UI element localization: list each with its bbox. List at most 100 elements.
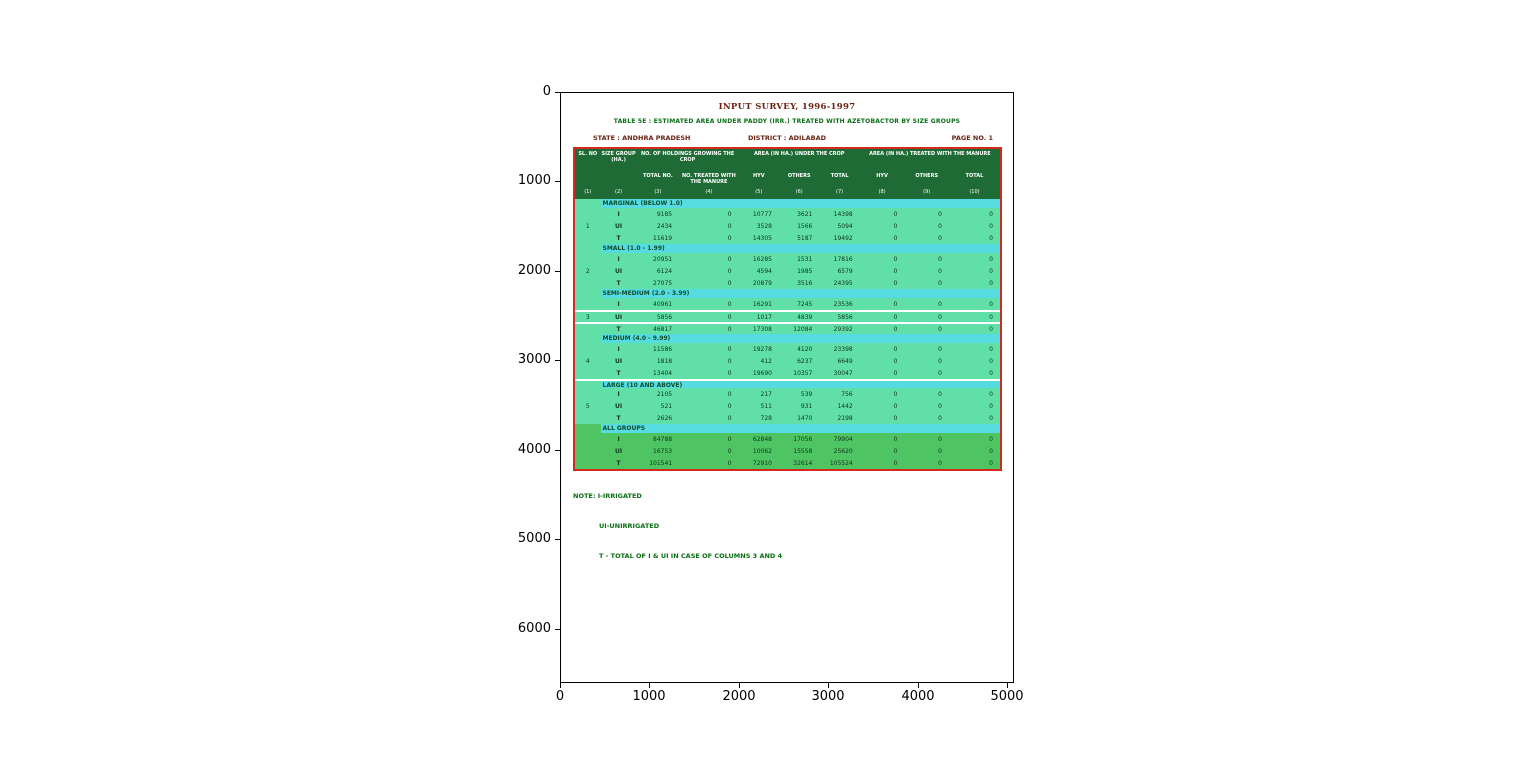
cell-value: 17056 [793, 435, 813, 443]
cell-value: 25620 [833, 447, 853, 455]
cell-value: 0 [938, 435, 942, 443]
col-header-others: OTHERS [787, 173, 811, 179]
x-tick-label: 5000 [990, 689, 1024, 704]
cell-value: 1531 [797, 255, 813, 263]
cell-value: 412 [760, 357, 772, 365]
size-group-band: ALL GROUPS [575, 424, 1000, 433]
table-row: T 2626 0 728 1470 2198 0 0 0 [575, 412, 1000, 424]
y-tick-mark [555, 181, 560, 182]
col-number: (1) [584, 189, 592, 195]
cell-value: 728 [760, 414, 772, 422]
size-group-band: LARGE (10 AND ABOVE) [575, 379, 1000, 388]
x-tick-label: 0 [555, 689, 565, 704]
cell-value: 84788 [653, 435, 673, 443]
table-row: T 11619 0 14305 5187 19492 0 0 0 [575, 232, 1000, 244]
col-header-others: OTHERS [915, 173, 939, 179]
cell-value: 0 [938, 390, 942, 398]
cell-value: 6649 [837, 357, 853, 365]
cell-value: 0 [989, 313, 993, 321]
cell-row-label: T [616, 279, 621, 287]
cell-row-label: UI [615, 357, 623, 365]
cell-value: 0 [938, 300, 942, 308]
cell-value: 0 [727, 325, 732, 333]
cell-value: 0 [989, 234, 993, 242]
cell-value: 13404 [653, 369, 673, 377]
x-tick-mark [739, 683, 740, 688]
document-title: INPUT SURVEY, 1996-1997 [718, 102, 856, 112]
size-group-title: LARGE (10 AND ABOVE) [600, 381, 1000, 388]
note-line: UI-UNIRRIGATED [599, 522, 660, 530]
district-label: DISTRICT : ADILABAD [747, 134, 827, 142]
col-header-total: TOTAL [830, 173, 849, 179]
cell-value: 0 [727, 369, 732, 377]
cell-value: 79904 [833, 435, 853, 443]
cell-row-label: I [617, 255, 620, 263]
cell-value: 0 [989, 414, 993, 422]
cell-value: 0 [727, 255, 732, 263]
y-tick-label: 0 [542, 84, 551, 99]
cell-value: 0 [727, 414, 732, 422]
table-row: 3 UI 5856 0 1017 4839 5856 0 0 0 [575, 310, 1000, 322]
cell-value: 2626 [656, 414, 673, 422]
cell-value: 10777 [752, 210, 772, 218]
cell-value: 20951 [653, 255, 673, 263]
cell-row-label: T [616, 369, 621, 377]
cell-sl-no: 2 [585, 267, 590, 275]
cell-value: 0 [893, 357, 898, 365]
cell-value: 0 [727, 267, 732, 275]
y-tick-label: 1000 [517, 173, 551, 188]
cell-value: 0 [938, 255, 942, 263]
cell-value: 0 [989, 369, 993, 377]
size-group-title: MEDIUM (4.0 - 9.99) [600, 334, 1000, 343]
cell-value: 0 [938, 369, 942, 377]
cell-value: 5856 [837, 313, 853, 321]
cell-value: 62848 [752, 435, 772, 443]
col-number: (8) [878, 189, 886, 195]
cell-value: 0 [893, 369, 898, 377]
table-header: SL. NO SIZE GROUP (HA.) NO. OF HOLDINGS … [575, 149, 1000, 199]
cell-row-label: UI [615, 222, 623, 230]
cell-sl-no: 1 [585, 222, 590, 230]
cell-value: 0 [938, 267, 942, 275]
col-group-area-under-crop: AREA (IN HA.) UNDER THE CROP [753, 151, 845, 157]
cell-value: 16285 [752, 255, 772, 263]
cell-value: 0 [727, 390, 732, 398]
table-row: I 40961 0 16291 7245 23536 0 0 0 [575, 298, 1000, 310]
cell-value: 931 [800, 402, 813, 410]
col-group-area-treated: AREA (IN HA.) TREATED WITH THE MANURE [869, 151, 991, 157]
y-tick-mark [555, 450, 560, 451]
size-group-band: SMALL (1.0 - 1.99) [575, 244, 1000, 253]
cell-value: 0 [938, 210, 942, 218]
cell-value: 0 [938, 234, 942, 242]
cell-value: 0 [727, 357, 732, 365]
cell-value: 72910 [752, 459, 772, 467]
table-row: T 27075 0 20879 3516 24395 0 0 0 [575, 277, 1000, 289]
cell-value: 0 [893, 390, 898, 398]
cell-value: 0 [727, 313, 732, 321]
cell-value: 0 [989, 402, 993, 410]
cell-value: 3621 [797, 210, 813, 218]
cell-value: 2105 [656, 390, 673, 398]
table-row: I 9185 0 10777 3621 14398 0 0 0 [575, 208, 1000, 220]
cell-value: 0 [893, 447, 898, 455]
cell-value: 1470 [797, 414, 813, 422]
cell-value: 0 [938, 345, 942, 353]
cell-value: 0 [727, 300, 732, 308]
col-header-no-treated: NO. TREATED WITH THE MANURE [681, 173, 736, 185]
cell-value: 4839 [797, 313, 813, 321]
cell-value: 0 [989, 255, 993, 263]
size-group-title: SMALL (1.0 - 1.99) [600, 244, 1000, 253]
cell-value: 6237 [797, 357, 813, 365]
col-number: (2) [615, 189, 623, 195]
cell-sl-no: 5 [585, 402, 590, 410]
cell-value: 5187 [797, 234, 813, 242]
cell-value: 0 [989, 447, 993, 455]
cell-value: 0 [727, 447, 732, 455]
col-header-total: TOTAL [965, 173, 984, 179]
cell-value: 1017 [756, 313, 772, 321]
table-row: 2 UI 6124 0 4594 1985 6579 0 0 0 [575, 265, 1000, 277]
y-tick-mark [555, 539, 560, 540]
cell-value: 1566 [797, 222, 813, 230]
table-row: T 101541 0 72910 32614 105524 0 0 0 [575, 457, 1000, 469]
